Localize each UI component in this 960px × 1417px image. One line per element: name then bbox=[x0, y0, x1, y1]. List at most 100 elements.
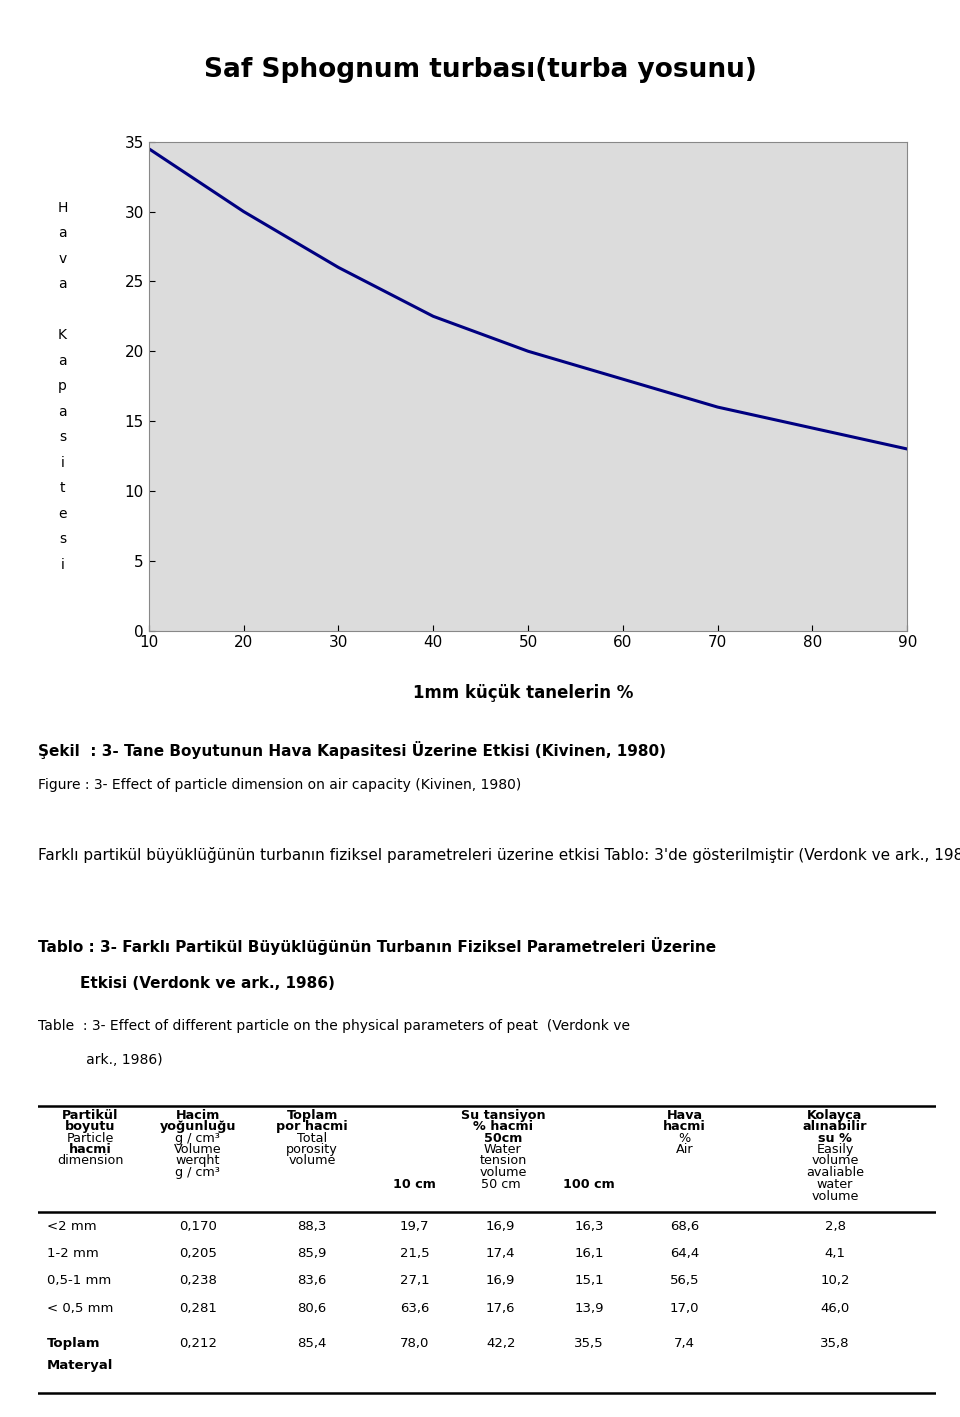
Text: Etkisi (Verdonk ve ark., 1986): Etkisi (Verdonk ve ark., 1986) bbox=[38, 976, 335, 992]
Text: s: s bbox=[59, 533, 66, 546]
Text: ark., 1986): ark., 1986) bbox=[38, 1053, 163, 1067]
Text: Kolayca: Kolayca bbox=[807, 1110, 863, 1122]
Text: su %: su % bbox=[818, 1132, 852, 1145]
Text: 17,4: 17,4 bbox=[486, 1247, 516, 1260]
Text: g / cm³: g / cm³ bbox=[176, 1166, 220, 1179]
Text: yoğunluğu: yoğunluğu bbox=[159, 1121, 236, 1134]
Text: K: K bbox=[58, 329, 67, 341]
Text: Farklı partikül büyüklüğünün turbanın fiziksel parametreleri üzerine etkisi Tabl: Farklı partikül büyüklüğünün turbanın fi… bbox=[38, 847, 960, 863]
Text: 10 cm: 10 cm bbox=[393, 1178, 436, 1192]
Text: 17,0: 17,0 bbox=[670, 1302, 700, 1315]
Text: alınabilir: alınabilir bbox=[803, 1121, 867, 1134]
Text: 50cm: 50cm bbox=[484, 1132, 522, 1145]
Text: Figure : 3- Effect of particle dimension on air capacity (Kivinen, 1980): Figure : 3- Effect of particle dimension… bbox=[38, 778, 521, 792]
Text: volume: volume bbox=[811, 1190, 858, 1203]
Text: 0,5-1 mm: 0,5-1 mm bbox=[47, 1274, 111, 1287]
Text: H: H bbox=[58, 201, 67, 214]
Text: 2,8: 2,8 bbox=[825, 1220, 846, 1233]
Text: volume: volume bbox=[289, 1153, 336, 1168]
Text: e: e bbox=[59, 507, 66, 520]
Text: 63,6: 63,6 bbox=[399, 1302, 429, 1315]
Text: 1-2 mm: 1-2 mm bbox=[47, 1247, 99, 1260]
Text: < 0,5 mm: < 0,5 mm bbox=[47, 1302, 113, 1315]
Text: 46,0: 46,0 bbox=[821, 1302, 850, 1315]
Text: Particle: Particle bbox=[66, 1132, 113, 1145]
Text: i: i bbox=[60, 558, 64, 571]
Text: boyutu: boyutu bbox=[64, 1121, 115, 1134]
Text: 83,6: 83,6 bbox=[298, 1274, 326, 1287]
Text: 10,2: 10,2 bbox=[820, 1274, 850, 1287]
Text: 0,170: 0,170 bbox=[179, 1220, 217, 1233]
Text: 35,5: 35,5 bbox=[574, 1336, 604, 1349]
Text: 0,205: 0,205 bbox=[179, 1247, 217, 1260]
Text: i: i bbox=[60, 456, 64, 469]
Text: 100 cm: 100 cm bbox=[564, 1178, 615, 1192]
Text: Hava: Hava bbox=[666, 1110, 703, 1122]
Text: Toplam: Toplam bbox=[47, 1336, 100, 1349]
Text: 21,5: 21,5 bbox=[399, 1247, 429, 1260]
Text: 17,6: 17,6 bbox=[486, 1302, 516, 1315]
Text: Partikül: Partikül bbox=[61, 1110, 118, 1122]
Text: Air: Air bbox=[676, 1144, 693, 1156]
Text: Su tansiyon: Su tansiyon bbox=[461, 1110, 545, 1122]
Text: 27,1: 27,1 bbox=[399, 1274, 429, 1287]
Text: 64,4: 64,4 bbox=[670, 1247, 699, 1260]
Text: v: v bbox=[59, 252, 66, 265]
Text: 80,6: 80,6 bbox=[298, 1302, 326, 1315]
Text: 85,9: 85,9 bbox=[298, 1247, 326, 1260]
Text: 4,1: 4,1 bbox=[825, 1247, 846, 1260]
Text: 15,1: 15,1 bbox=[574, 1274, 604, 1287]
Text: hacmi: hacmi bbox=[68, 1144, 111, 1156]
Text: a: a bbox=[59, 278, 66, 290]
Text: 13,9: 13,9 bbox=[574, 1302, 604, 1315]
Text: avaliable: avaliable bbox=[806, 1166, 864, 1179]
Text: Volume: Volume bbox=[174, 1144, 222, 1156]
Text: g / cm³: g / cm³ bbox=[176, 1132, 220, 1145]
Text: tension: tension bbox=[479, 1153, 527, 1168]
Text: 85,4: 85,4 bbox=[298, 1336, 326, 1349]
Text: s: s bbox=[59, 431, 66, 444]
Text: porosity: porosity bbox=[286, 1144, 338, 1156]
Text: 35,8: 35,8 bbox=[820, 1336, 850, 1349]
Text: hacmi: hacmi bbox=[663, 1121, 707, 1134]
Text: werqht: werqht bbox=[176, 1153, 220, 1168]
Text: 42,2: 42,2 bbox=[486, 1336, 516, 1349]
Text: 16,9: 16,9 bbox=[486, 1274, 516, 1287]
Text: 56,5: 56,5 bbox=[670, 1274, 700, 1287]
Text: 1mm küçük tanelerin %: 1mm küçük tanelerin % bbox=[413, 684, 634, 703]
Text: volume: volume bbox=[479, 1166, 527, 1179]
Text: 78,0: 78,0 bbox=[399, 1336, 429, 1349]
Text: 16,9: 16,9 bbox=[486, 1220, 516, 1233]
Text: %: % bbox=[679, 1132, 691, 1145]
Text: 68,6: 68,6 bbox=[670, 1220, 699, 1233]
Text: a: a bbox=[59, 227, 66, 239]
Text: 7,4: 7,4 bbox=[674, 1336, 695, 1349]
Text: Hacim: Hacim bbox=[176, 1110, 220, 1122]
Text: 19,7: 19,7 bbox=[399, 1220, 429, 1233]
Text: a: a bbox=[59, 354, 66, 367]
Text: Water: Water bbox=[484, 1144, 522, 1156]
Text: <2 mm: <2 mm bbox=[47, 1220, 96, 1233]
Text: Şekil  : 3- Tane Boyutunun Hava Kapasitesi Üzerine Etkisi (Kivinen, 1980): Şekil : 3- Tane Boyutunun Hava Kapasites… bbox=[38, 741, 666, 760]
Text: Total: Total bbox=[297, 1132, 327, 1145]
Text: 0,281: 0,281 bbox=[179, 1302, 217, 1315]
Text: t: t bbox=[60, 482, 65, 495]
Text: 50 cm: 50 cm bbox=[481, 1178, 520, 1192]
Text: Table  : 3- Effect of different particle on the physical parameters of peat  (Ve: Table : 3- Effect of different particle … bbox=[38, 1019, 631, 1033]
Text: por hacmi: por hacmi bbox=[276, 1121, 348, 1134]
Text: Easily: Easily bbox=[816, 1144, 853, 1156]
Text: p: p bbox=[58, 380, 67, 393]
Text: 88,3: 88,3 bbox=[298, 1220, 326, 1233]
Text: 0,238: 0,238 bbox=[179, 1274, 217, 1287]
Text: water: water bbox=[817, 1178, 853, 1192]
Text: 16,1: 16,1 bbox=[574, 1247, 604, 1260]
Text: 0,212: 0,212 bbox=[179, 1336, 217, 1349]
Text: % hacmi: % hacmi bbox=[473, 1121, 533, 1134]
Text: volume: volume bbox=[811, 1153, 858, 1168]
Text: Tablo : 3- Farklı Partikül Büyüklüğünün Turbanın Fiziksel Parametreleri Üzerine: Tablo : 3- Farklı Partikül Büyüklüğünün … bbox=[38, 937, 716, 955]
Text: Saf Sphognum turbası(turba yosunu): Saf Sphognum turbası(turba yosunu) bbox=[204, 57, 756, 82]
Text: a: a bbox=[59, 405, 66, 418]
Text: Toplam: Toplam bbox=[286, 1110, 338, 1122]
Text: Materyal: Materyal bbox=[47, 1359, 113, 1372]
Text: dimension: dimension bbox=[57, 1153, 123, 1168]
